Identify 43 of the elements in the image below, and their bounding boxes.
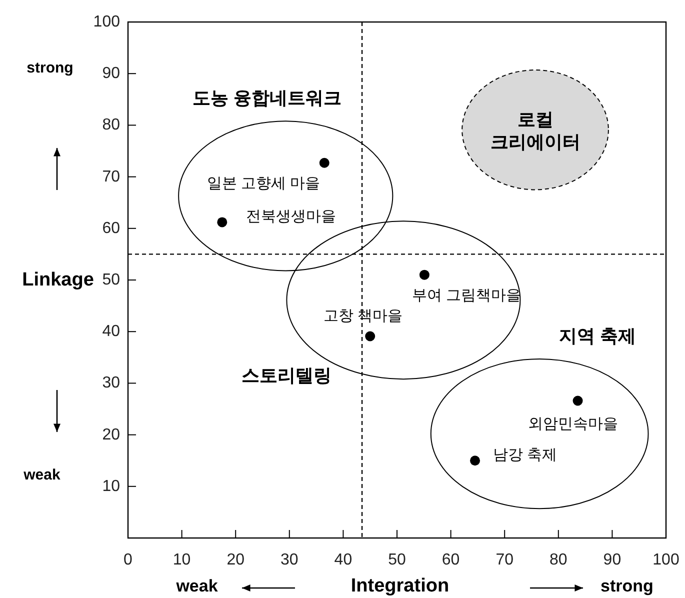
y-tick-label: 90 [102,65,120,82]
x-tick-label: 40 [334,552,352,568]
y-tick-label: 30 [102,374,120,392]
y-tick-label: 70 [102,168,120,186]
x-axis-title: Integration [350,576,450,596]
x-tick-label: 20 [226,552,245,568]
annotation: 부여 그림책마을 [412,286,521,304]
point [572,396,583,406]
x-tick-label: 90 [603,552,622,568]
annotation: 고창 책마을 [324,308,403,325]
y-tick-label: 100 [93,14,120,30]
point [319,158,330,168]
x-tick-label: 80 [550,552,568,568]
y-tick-label: 40 [102,323,120,340]
y-tick-label: 80 [102,116,120,134]
y-tick-label: 60 [102,220,120,237]
x-tick-label: 30 [280,552,298,568]
text: strong [26,60,74,76]
point [470,456,480,466]
point [365,331,376,342]
annotation: 로컬 크리에이터 [490,109,580,152]
x-tick-label: 70 [496,552,514,568]
x-tick-label: 50 [388,552,406,568]
annotation: 남강 축제 [492,446,558,464]
y-axis-title: Linkage [22,270,94,290]
annotation: 일본 고향세 마을 [206,175,320,192]
y-tick-label: 10 [102,478,120,495]
point [217,217,228,228]
y-tick-label: 20 [102,426,120,444]
annotation: 도농 융합네트워크 [192,88,342,108]
text: strong [600,576,654,596]
point [419,270,430,280]
x-tick-label: 10 [172,552,191,568]
x-tick-label: 100 [652,552,680,568]
y-tick-label: 50 [102,272,120,288]
annotation: 지역 축제 [559,326,636,346]
x-tick-label: 0 [124,552,133,568]
text: weak [22,466,61,484]
annotation: 외암민속마을 [528,415,618,432]
text: weak [175,576,218,596]
annotation: 전북생생마을 [246,208,336,226]
annotation: 스토리텔링 [242,365,332,386]
x-tick-label: 60 [442,552,460,568]
